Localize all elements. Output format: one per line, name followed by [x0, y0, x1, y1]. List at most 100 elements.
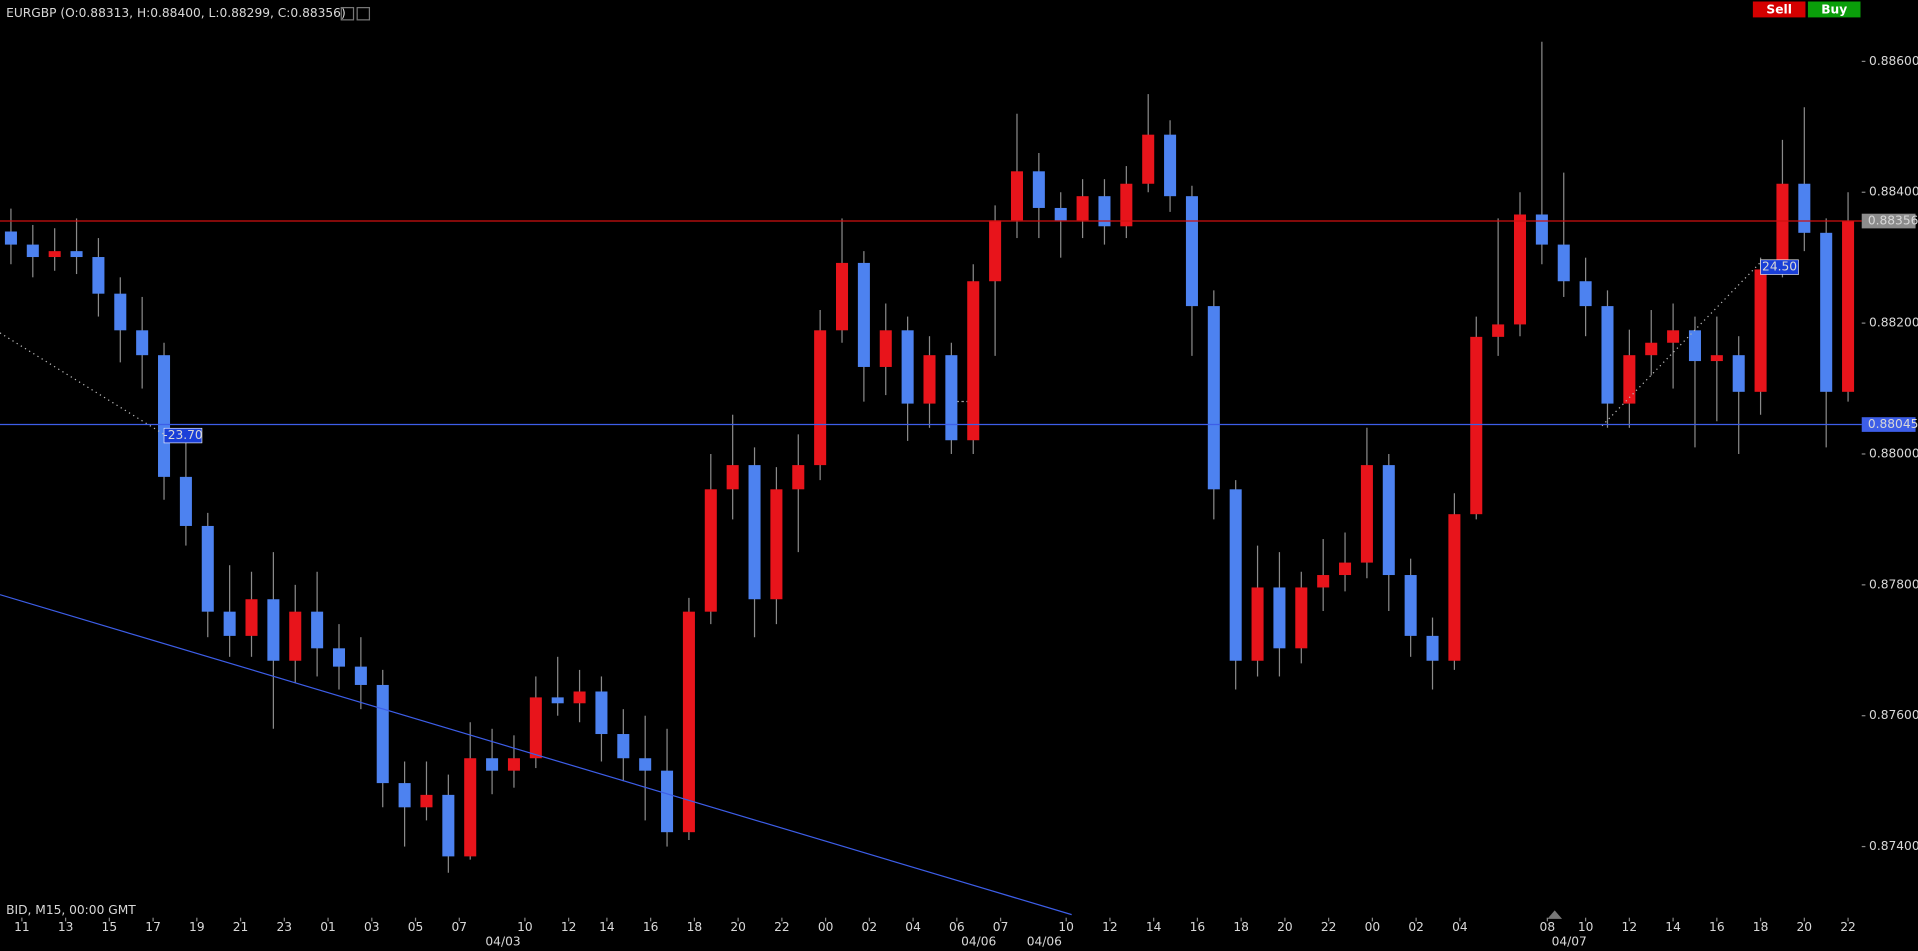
x-tick-label: 14	[599, 920, 615, 934]
x-tick-label: 21	[233, 920, 249, 934]
x-tick-label: 10	[1578, 920, 1594, 934]
x-tick-label: 23	[277, 920, 293, 934]
candle-body	[1798, 183, 1811, 233]
candle-body	[1842, 221, 1855, 392]
candle-body	[770, 489, 783, 600]
y-tick-label: 0.88400	[1869, 185, 1918, 199]
candle-body	[726, 465, 739, 490]
candle-body	[617, 734, 630, 759]
candle-body	[989, 220, 1002, 282]
candle-body	[442, 794, 455, 857]
price-box	[1861, 417, 1916, 432]
close-icon[interactable]	[356, 7, 371, 21]
buy-button[interactable]	[1807, 1, 1861, 18]
candle-body	[1251, 587, 1264, 661]
candle-body	[223, 611, 236, 636]
sell-button[interactable]	[1752, 1, 1806, 18]
candle-body	[551, 697, 564, 704]
candle-body	[1185, 196, 1198, 307]
x-tick-label: 04	[905, 920, 921, 934]
candle-body	[1404, 575, 1417, 636]
candle-body	[1667, 330, 1680, 343]
candle-body	[529, 697, 542, 759]
x-tick-label: 22	[774, 920, 790, 934]
candle-body	[376, 684, 389, 784]
y-tick-label: 0.88000	[1869, 446, 1918, 460]
x-tick-label: 19	[189, 920, 205, 934]
candle-body	[1010, 171, 1023, 221]
candle-body	[595, 691, 608, 735]
candle-body	[1054, 207, 1067, 221]
x-tick-label: 14	[1146, 920, 1162, 934]
measure-label: 24.50	[1762, 260, 1797, 274]
measure-box	[163, 427, 203, 444]
y-tick-label: 0.88200	[1869, 316, 1918, 330]
candle-body	[967, 281, 980, 441]
y-tick-label: 0.87800	[1869, 577, 1918, 591]
x-tick-label: 00	[818, 920, 834, 934]
candle-body	[945, 355, 958, 441]
x-tick-label: 02	[1408, 920, 1424, 934]
x-tick-label: 15	[102, 920, 118, 934]
candle-body	[420, 794, 433, 808]
candle-body	[1382, 465, 1395, 576]
price-box	[1861, 213, 1916, 229]
candle-body	[311, 611, 324, 649]
candle-body	[1623, 355, 1636, 404]
candle-body	[879, 330, 892, 367]
candle-body	[1360, 465, 1373, 563]
settings-icon[interactable]	[340, 7, 355, 21]
buy-label[interactable]: Buy	[1821, 3, 1847, 17]
candle-body	[1492, 324, 1505, 337]
candle-body	[4, 231, 17, 245]
y-tick-label: 0.88600	[1869, 54, 1918, 68]
candle-body	[114, 293, 127, 331]
candle-body	[289, 611, 302, 661]
measure-label: -23.70	[163, 428, 202, 442]
candle-body	[573, 691, 586, 704]
x-tick-label: 04	[1452, 920, 1468, 934]
date-label: 04/03	[485, 935, 520, 949]
x-tick-label: 20	[730, 920, 746, 934]
y-tick-label: 0.87400	[1869, 839, 1918, 853]
candle-body	[1229, 489, 1242, 661]
candle-body	[682, 611, 695, 833]
x-tick-label: 00	[1365, 920, 1381, 934]
candle-body	[1601, 306, 1614, 404]
measure-box	[1760, 259, 1799, 275]
scroll-marker[interactable]	[1547, 910, 1563, 919]
candle-body	[486, 758, 499, 771]
price-label: 0.88356	[1868, 214, 1918, 228]
candle-body	[1142, 134, 1155, 184]
candle-body	[398, 783, 411, 808]
candle-body	[1207, 306, 1220, 490]
candle-body	[48, 251, 61, 258]
candle-body	[661, 770, 674, 833]
candle-body	[1295, 587, 1308, 649]
x-tick-label: 17	[145, 920, 161, 934]
candle-body	[245, 599, 258, 636]
x-tick-label: 01	[320, 920, 336, 934]
x-tick-label: 03	[364, 920, 380, 934]
candle-body	[1339, 562, 1352, 576]
x-tick-label: 20	[1797, 920, 1813, 934]
candle-body	[1470, 336, 1483, 515]
candle-body	[1164, 134, 1177, 197]
x-tick-label: 11	[14, 920, 30, 934]
trend-line	[0, 594, 1072, 916]
candle-body	[1710, 355, 1723, 362]
candle-body	[1513, 214, 1527, 325]
sell-label[interactable]: Sell	[1766, 3, 1791, 17]
candle-body	[136, 330, 149, 356]
candle-body	[332, 648, 346, 667]
x-tick-label: 16	[643, 920, 659, 934]
candle-body	[1120, 183, 1133, 227]
x-tick-label: 12	[1102, 920, 1118, 934]
candle-body	[1579, 281, 1592, 307]
candle-body	[1076, 196, 1089, 221]
candle-body	[704, 489, 717, 612]
candle-body	[901, 330, 914, 404]
candle-body	[1032, 171, 1045, 208]
candle-body	[1317, 575, 1330, 588]
